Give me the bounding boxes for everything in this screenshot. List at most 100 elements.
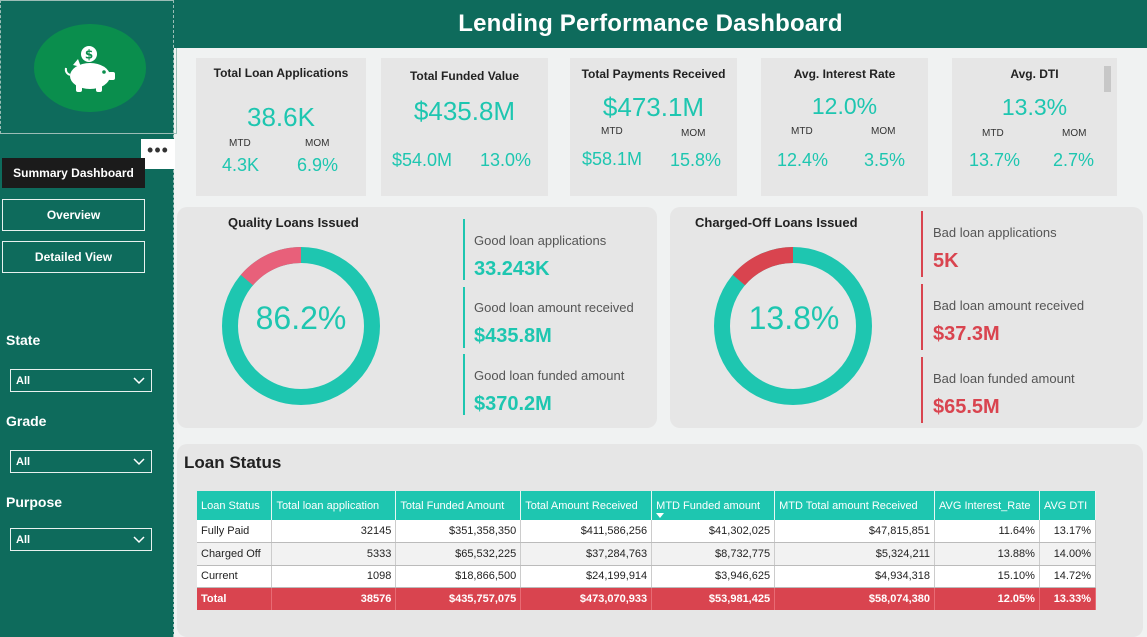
bad-stat-divider bbox=[921, 211, 923, 277]
kpi-value: 12.0% bbox=[811, 93, 878, 119]
kpi-title: Total Payments Received bbox=[581, 67, 726, 81]
kpi-scrollbar[interactable] bbox=[1104, 66, 1111, 92]
column-header[interactable]: Total Funded Amount bbox=[395, 491, 522, 520]
kpi-card-avg-interest-rate[interactable]: Avg. Interest Rate 12.0% MTD MOM 12.4% 3… bbox=[761, 58, 928, 196]
table-cell: $435,757,075 bbox=[395, 587, 522, 610]
kpi-mtd-value: 12.4% bbox=[777, 150, 829, 170]
table-cell: $351,358,350 bbox=[395, 520, 522, 543]
table-cell: Charged Off bbox=[197, 542, 273, 566]
table-cell: 14.72% bbox=[1039, 565, 1097, 588]
kpi-value: 13.3% bbox=[1001, 94, 1068, 120]
column-header[interactable]: MTD Total amount Received bbox=[774, 491, 935, 520]
kpi-mom-label: MOM bbox=[1062, 128, 1087, 139]
table-cell: 13.33% bbox=[1039, 587, 1097, 610]
table-cell: 11.64% bbox=[934, 520, 1040, 543]
kpi-title: Total Funded Value bbox=[409, 69, 520, 83]
column-header[interactable]: AVG DTI bbox=[1039, 491, 1097, 520]
table-cell: 1098 bbox=[271, 565, 397, 588]
kpi-mtd-value: 13.7% bbox=[969, 150, 1021, 170]
good-loan-funded-amount-value: $370.2M bbox=[474, 393, 552, 415]
kpi-value: 38.6K bbox=[247, 102, 315, 132]
kpi-title: Avg. DTI bbox=[1010, 67, 1059, 81]
table-cell: 13.17% bbox=[1039, 520, 1097, 543]
table-cell: $473,070,933 bbox=[520, 587, 653, 610]
column-header-sorted[interactable]: MTD Funded amount bbox=[651, 491, 776, 520]
table-cell: Total bbox=[197, 587, 273, 610]
good-stat-divider bbox=[463, 354, 465, 415]
table-cell: 13.88% bbox=[934, 542, 1040, 566]
table-cell: $18,866,500 bbox=[395, 565, 522, 588]
table-cell: Current bbox=[197, 565, 273, 588]
column-header[interactable]: Total loan application bbox=[271, 491, 397, 520]
panel-title: Charged-Off Loans Issued bbox=[695, 215, 858, 230]
good-loan-applications-label: Good loan applications bbox=[474, 233, 607, 248]
nav-summary-dashboard[interactable]: Summary Dashboard bbox=[2, 158, 145, 188]
column-header-label: MTD Funded amount bbox=[656, 499, 761, 512]
table-cell: 5333 bbox=[271, 542, 397, 566]
table-cell: $3,946,625 bbox=[651, 565, 776, 588]
purpose-filter-value: All bbox=[16, 533, 31, 546]
good-loan-amount-received-label: Good loan amount received bbox=[474, 300, 634, 315]
table-row[interactable]: Charged Off 5333 $65,532,225 $37,284,763… bbox=[197, 542, 1097, 566]
kpi-card-total-payments-received[interactable]: Total Payments Received $473.1M MTD MOM … bbox=[570, 58, 737, 196]
nav-overview[interactable]: Overview bbox=[2, 199, 145, 231]
good-stat-divider bbox=[463, 219, 465, 280]
column-header[interactable]: AVG Interest_Rate bbox=[934, 491, 1040, 520]
kpi-mtd-label: MTD bbox=[601, 126, 623, 137]
table-total-row[interactable]: Total 38576 $435,757,075 $473,070,933 $5… bbox=[197, 587, 1097, 610]
grade-filter-value: All bbox=[16, 455, 31, 468]
donut-minor-segment bbox=[240, 247, 302, 286]
svg-text:$: $ bbox=[85, 48, 93, 62]
table-cell: 38576 bbox=[271, 587, 397, 610]
table-cell: $65,532,225 bbox=[395, 542, 522, 566]
bad-loan-funded-amount-label: Bad loan funded amount bbox=[933, 371, 1075, 386]
kpi-title: Avg. Interest Rate bbox=[793, 67, 896, 81]
kpi-mom-label: MOM bbox=[681, 128, 706, 139]
purpose-filter-dropdown[interactable]: All bbox=[10, 528, 152, 551]
kpi-card-total-funded-value[interactable]: Total Funded Value $435.8M $54.0M 13.0% bbox=[381, 58, 548, 196]
loan-status-table: Loan Status Total loan application Total… bbox=[197, 491, 1097, 610]
state-filter-label: State bbox=[6, 332, 41, 348]
kpi-mom-label: MOM bbox=[871, 126, 896, 137]
bad-loan-amount-received-value: $37.3M bbox=[933, 323, 1000, 345]
table-row[interactable]: Current 1098 $18,866,500 $24,199,914 $3,… bbox=[197, 565, 1097, 588]
quality-loans-donut[interactable] bbox=[221, 244, 381, 408]
bad-loan-applications-label: Bad loan applications bbox=[933, 225, 1057, 240]
kpi-mtd-value: 4.3K bbox=[222, 155, 260, 175]
column-header[interactable]: Loan Status bbox=[197, 491, 273, 520]
nav-detailed-view[interactable]: Detailed View bbox=[2, 241, 145, 273]
purpose-filter-label: Purpose bbox=[6, 494, 63, 510]
bad-loan-applications-value: 5K bbox=[933, 250, 959, 272]
grade-filter-label: Grade bbox=[6, 413, 47, 429]
kpi-card-total-loan-applications[interactable]: Total Loan Applications 38.6K MTD MOM 4.… bbox=[196, 58, 366, 196]
chevron-down-icon bbox=[133, 377, 145, 385]
grade-filter-dropdown[interactable]: All bbox=[10, 450, 152, 473]
kpi-mom-label: MOM bbox=[305, 138, 330, 149]
good-loan-funded-amount-label: Good loan funded amount bbox=[474, 368, 625, 383]
kpi-mom-value: 15.8% bbox=[670, 150, 722, 170]
kpi-mtd-label: MTD bbox=[791, 126, 813, 137]
more-options-button[interactable]: ••• bbox=[141, 139, 175, 169]
table-row[interactable]: Fully Paid 32145 $351,358,350 $411,586,2… bbox=[197, 520, 1097, 543]
donut-minor-segment bbox=[732, 247, 794, 286]
table-cell: $8,732,775 bbox=[651, 542, 776, 566]
charged-off-loans-donut[interactable] bbox=[713, 244, 873, 408]
kpi-title: Total Loan Applications bbox=[213, 66, 349, 80]
good-stat-divider bbox=[463, 287, 465, 348]
column-header[interactable]: Total Amount Received bbox=[520, 491, 653, 520]
state-filter-dropdown[interactable]: All bbox=[10, 369, 152, 392]
bad-loan-amount-received-label: Bad loan amount received bbox=[933, 298, 1085, 313]
panel-title: Quality Loans Issued bbox=[228, 215, 359, 230]
table-cell: 32145 bbox=[271, 520, 397, 543]
kpi-mtd-label: MTD bbox=[229, 138, 251, 149]
table-cell: Fully Paid bbox=[197, 520, 273, 543]
table-header-row: Loan Status Total loan application Total… bbox=[197, 491, 1097, 520]
good-loan-amount-received-value: $435.8M bbox=[474, 325, 552, 347]
table-cell: 14.00% bbox=[1039, 542, 1097, 566]
sort-descending-icon bbox=[656, 513, 665, 518]
table-cell: $58,074,380 bbox=[774, 587, 935, 610]
good-loan-applications-value: 33.243K bbox=[474, 258, 550, 280]
chevron-down-icon bbox=[133, 458, 145, 466]
table-cell: $53,981,425 bbox=[651, 587, 776, 610]
kpi-card-avg-dti[interactable]: Avg. DTI 13.3% MTD MOM 13.7% 2.7% bbox=[952, 58, 1117, 196]
